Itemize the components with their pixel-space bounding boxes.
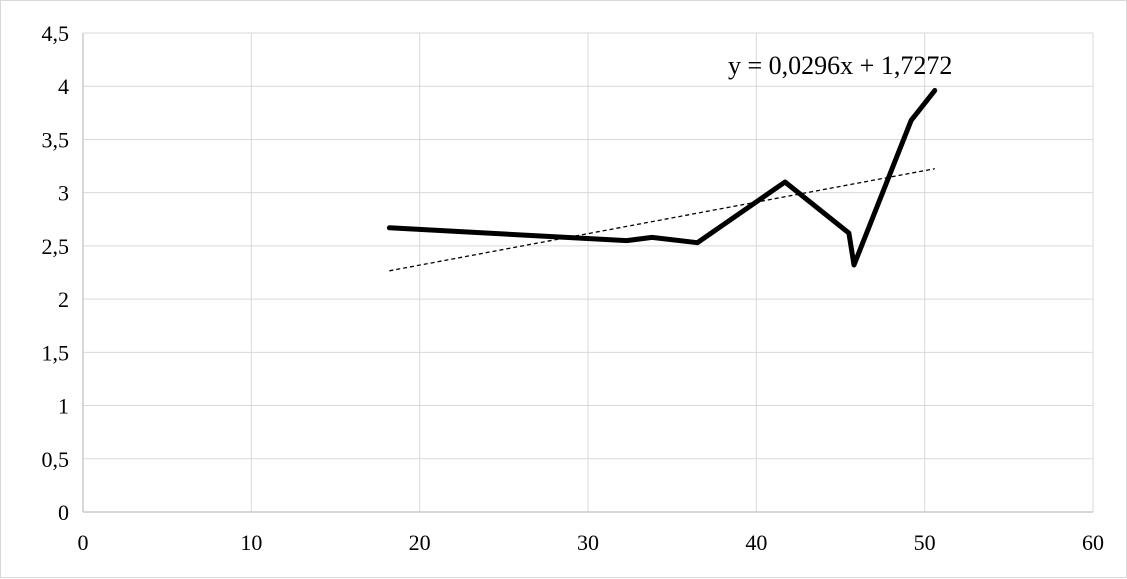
series-group: [386, 88, 938, 268]
x-tick-label: 50: [914, 530, 936, 555]
series-line: [386, 88, 938, 268]
x-tick-label: 60: [1082, 530, 1104, 555]
x-tick-label: 0: [78, 530, 89, 555]
y-tick-label: 1,5: [42, 340, 70, 365]
x-tick-label: 20: [409, 530, 431, 555]
linear-trendline: [389, 168, 935, 272]
x-tick-label: 30: [577, 530, 599, 555]
y-tick-label: 2: [58, 287, 69, 312]
y-tick-label: 0: [58, 500, 69, 525]
y-tick-label: 4,5: [42, 21, 70, 46]
y-tick-label: 3,5: [42, 127, 70, 152]
y-tick-label: 3: [58, 181, 69, 206]
x-tick-labels: 0 10 20 30 40 50 60: [78, 530, 1105, 555]
y-tick-label: 0,5: [42, 447, 70, 472]
trendline-equation-label: y = 0,0296x + 1,7272: [728, 51, 952, 80]
trendline-group: [389, 168, 935, 272]
y-tick-label: 2,5: [42, 234, 70, 259]
y-tick-labels: 0 0,5 1 1,5 2 2,5 3 3,5 4 4,5: [42, 21, 70, 525]
gridlines: [83, 32, 1094, 512]
y-tick-label: 4: [58, 74, 69, 99]
axes: [82, 33, 1093, 513]
x-tick-label: 40: [745, 530, 767, 555]
x-tick-label: 10: [240, 530, 262, 555]
y-tick-label: 1: [58, 394, 69, 419]
